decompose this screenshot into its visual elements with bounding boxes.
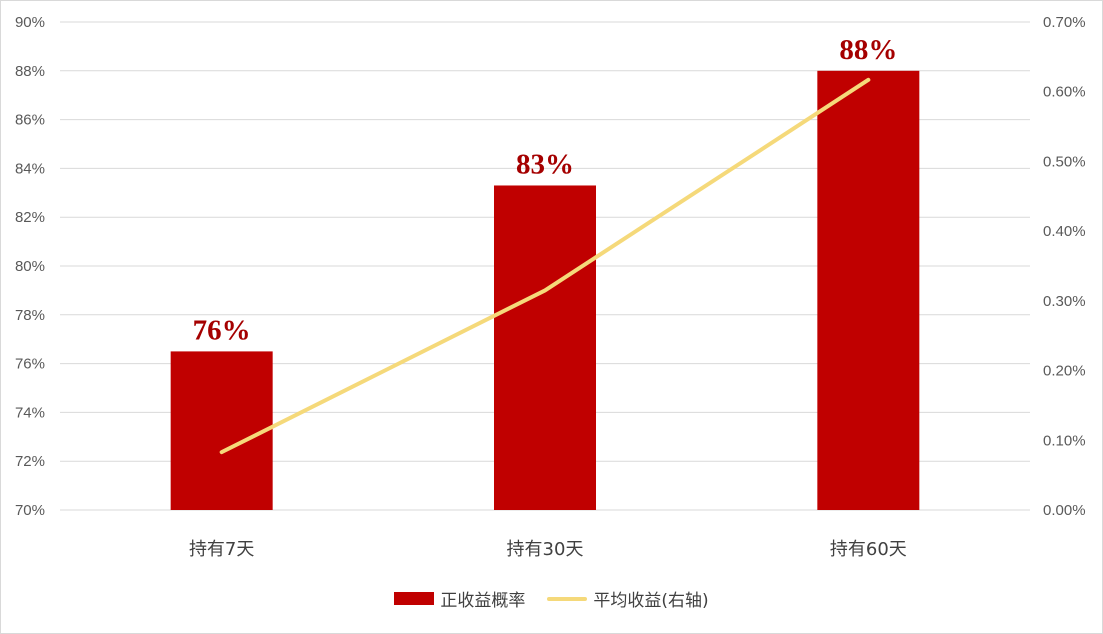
- left-tick-label: 72%: [15, 453, 45, 470]
- right-tick-label: 0.30%: [1043, 293, 1086, 310]
- bar[interactable]: [817, 70, 920, 511]
- right-tick-label: 0.00%: [1043, 502, 1086, 519]
- right-tick-label: 0.10%: [1043, 432, 1086, 449]
- right-tick-label: 0.20%: [1043, 363, 1086, 380]
- left-axis-ticks: 70% 72% 74% 76% 78% 80% 82% 84% 86% 88% 90%: [15, 14, 45, 519]
- category-label: 持有30天: [507, 539, 584, 560]
- legend-bar-label: 正收益概率: [440, 591, 526, 611]
- line-series: [219, 77, 871, 455]
- bar-data-label: 88%: [839, 34, 897, 66]
- category-label: 持有60天: [830, 539, 907, 560]
- data-labels: 76% 83% 88%: [193, 34, 898, 347]
- legend-item-bar[interactable]: 正收益概率: [394, 586, 525, 611]
- category-labels: 持有7天 持有30天 持有60天: [189, 539, 907, 560]
- left-tick-label: 90%: [15, 14, 45, 31]
- left-tick-label: 84%: [15, 160, 45, 177]
- left-tick-label: 70%: [15, 502, 45, 519]
- left-tick-label: 74%: [15, 404, 45, 421]
- right-tick-label: 0.60%: [1043, 84, 1086, 101]
- bar-data-label: 76%: [193, 314, 251, 346]
- legend-line-label: 平均收益(右轴): [593, 591, 709, 611]
- legend-item-line[interactable]: 平均收益(右轴): [547, 586, 709, 611]
- bar[interactable]: [170, 351, 273, 510]
- bar[interactable]: [494, 185, 596, 511]
- legend-bar-swatch: [394, 592, 435, 605]
- line-path[interactable]: [219, 77, 871, 455]
- legend: 正收益概率 平均收益(右轴): [0, 586, 1103, 611]
- bar-data-label: 83%: [516, 148, 574, 180]
- left-tick-label: 86%: [15, 112, 45, 129]
- legend-line-swatch: [547, 596, 588, 601]
- right-tick-label: 0.70%: [1043, 14, 1086, 31]
- left-tick-label: 88%: [15, 63, 45, 80]
- right-tick-label: 0.40%: [1043, 223, 1086, 240]
- right-axis-ticks: 0.00% 0.10% 0.20% 0.30% 0.40% 0.50% 0.60% 0.70%: [1043, 14, 1086, 519]
- bar-series: [170, 70, 920, 511]
- left-tick-label: 82%: [15, 209, 45, 226]
- left-tick-label: 78%: [15, 307, 45, 324]
- right-tick-label: 0.50%: [1043, 153, 1086, 170]
- left-tick-label: 80%: [15, 258, 45, 275]
- category-label: 持有7天: [189, 539, 254, 560]
- left-tick-label: 76%: [15, 356, 45, 373]
